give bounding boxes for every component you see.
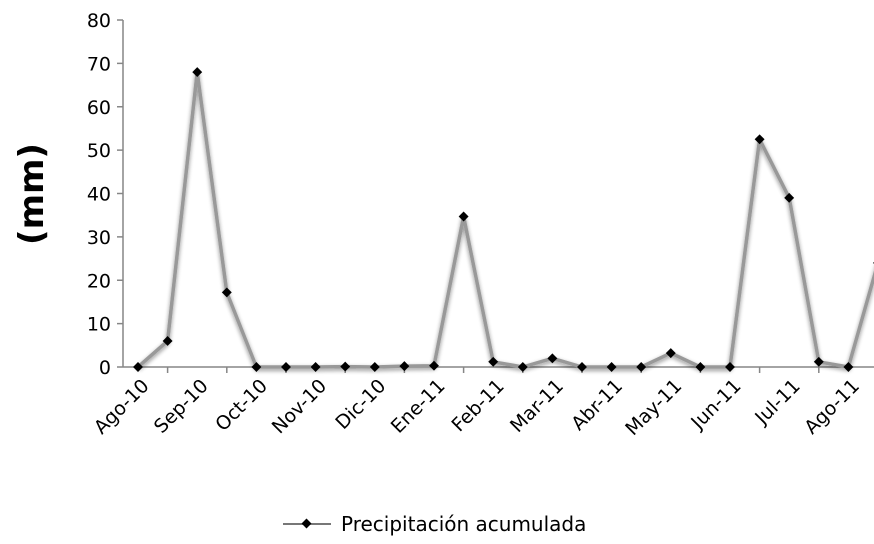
data-point-marker bbox=[577, 362, 587, 372]
y-axis: 0 10 20 30 40 50 60 70 80 bbox=[87, 10, 124, 379]
data-point-marker bbox=[843, 362, 854, 372]
y-tick-label: 30 bbox=[87, 227, 111, 249]
data-point-marker bbox=[695, 362, 706, 372]
x-tick-label: Mar-11 bbox=[506, 375, 568, 437]
x-tick-label: Nov-10 bbox=[268, 375, 331, 438]
data-point-marker bbox=[606, 362, 617, 372]
y-tick-label: 60 bbox=[87, 97, 111, 119]
y-tick-label: 50 bbox=[87, 140, 111, 162]
x-tick-label: Oct-10 bbox=[211, 375, 272, 436]
y-tick-label: 70 bbox=[87, 53, 111, 75]
data-point-marker bbox=[517, 362, 528, 372]
y-axis-title: (mm) bbox=[12, 143, 52, 245]
data-point-marker bbox=[369, 362, 380, 372]
x-tick-label: Sep-10 bbox=[150, 375, 213, 438]
data-point-marker bbox=[133, 362, 143, 372]
y-tick-label: 0 bbox=[99, 357, 111, 379]
y-tick-label: 10 bbox=[87, 314, 111, 336]
x-tick-label: May-11 bbox=[621, 375, 686, 440]
x-tick-label: Feb-11 bbox=[447, 375, 508, 436]
data-point-marker bbox=[281, 362, 291, 372]
data-point-marker bbox=[340, 361, 351, 372]
legend-label: Precipitación acumulada bbox=[341, 512, 586, 536]
y-tick-label: 40 bbox=[87, 184, 111, 206]
data-point-marker bbox=[192, 67, 203, 78]
legend: Precipitación acumulada bbox=[283, 512, 586, 536]
data-point-marker bbox=[399, 361, 410, 372]
legend-marker-swatch bbox=[301, 518, 312, 529]
data-point-marker bbox=[488, 356, 499, 367]
data-point-marker bbox=[547, 353, 558, 364]
data-point-marker bbox=[221, 287, 232, 298]
y-tick-label: 20 bbox=[87, 270, 111, 292]
data-point-marker bbox=[310, 362, 321, 372]
y-tick-label: 80 bbox=[87, 10, 111, 32]
data-point-marker bbox=[636, 362, 647, 372]
x-tick-label: Abr-11 bbox=[567, 375, 627, 435]
x-tick-label: Jul-11 bbox=[750, 375, 804, 429]
series-line-0 bbox=[136, 70, 874, 369]
data-point-marker bbox=[429, 360, 439, 371]
x-tick-label: Jun-11 bbox=[686, 375, 745, 434]
data-point-marker bbox=[813, 356, 824, 367]
series-layer bbox=[133, 67, 874, 372]
x-tick-label: Dic-10 bbox=[331, 375, 390, 434]
data-point-marker bbox=[725, 362, 735, 372]
data-point-marker bbox=[458, 211, 469, 222]
x-tick-label: Ene-11 bbox=[387, 375, 450, 438]
data-point-marker bbox=[251, 362, 262, 372]
x-tick-label: Ago-10 bbox=[90, 375, 154, 439]
x-tick-label: Ago-11 bbox=[800, 375, 864, 439]
